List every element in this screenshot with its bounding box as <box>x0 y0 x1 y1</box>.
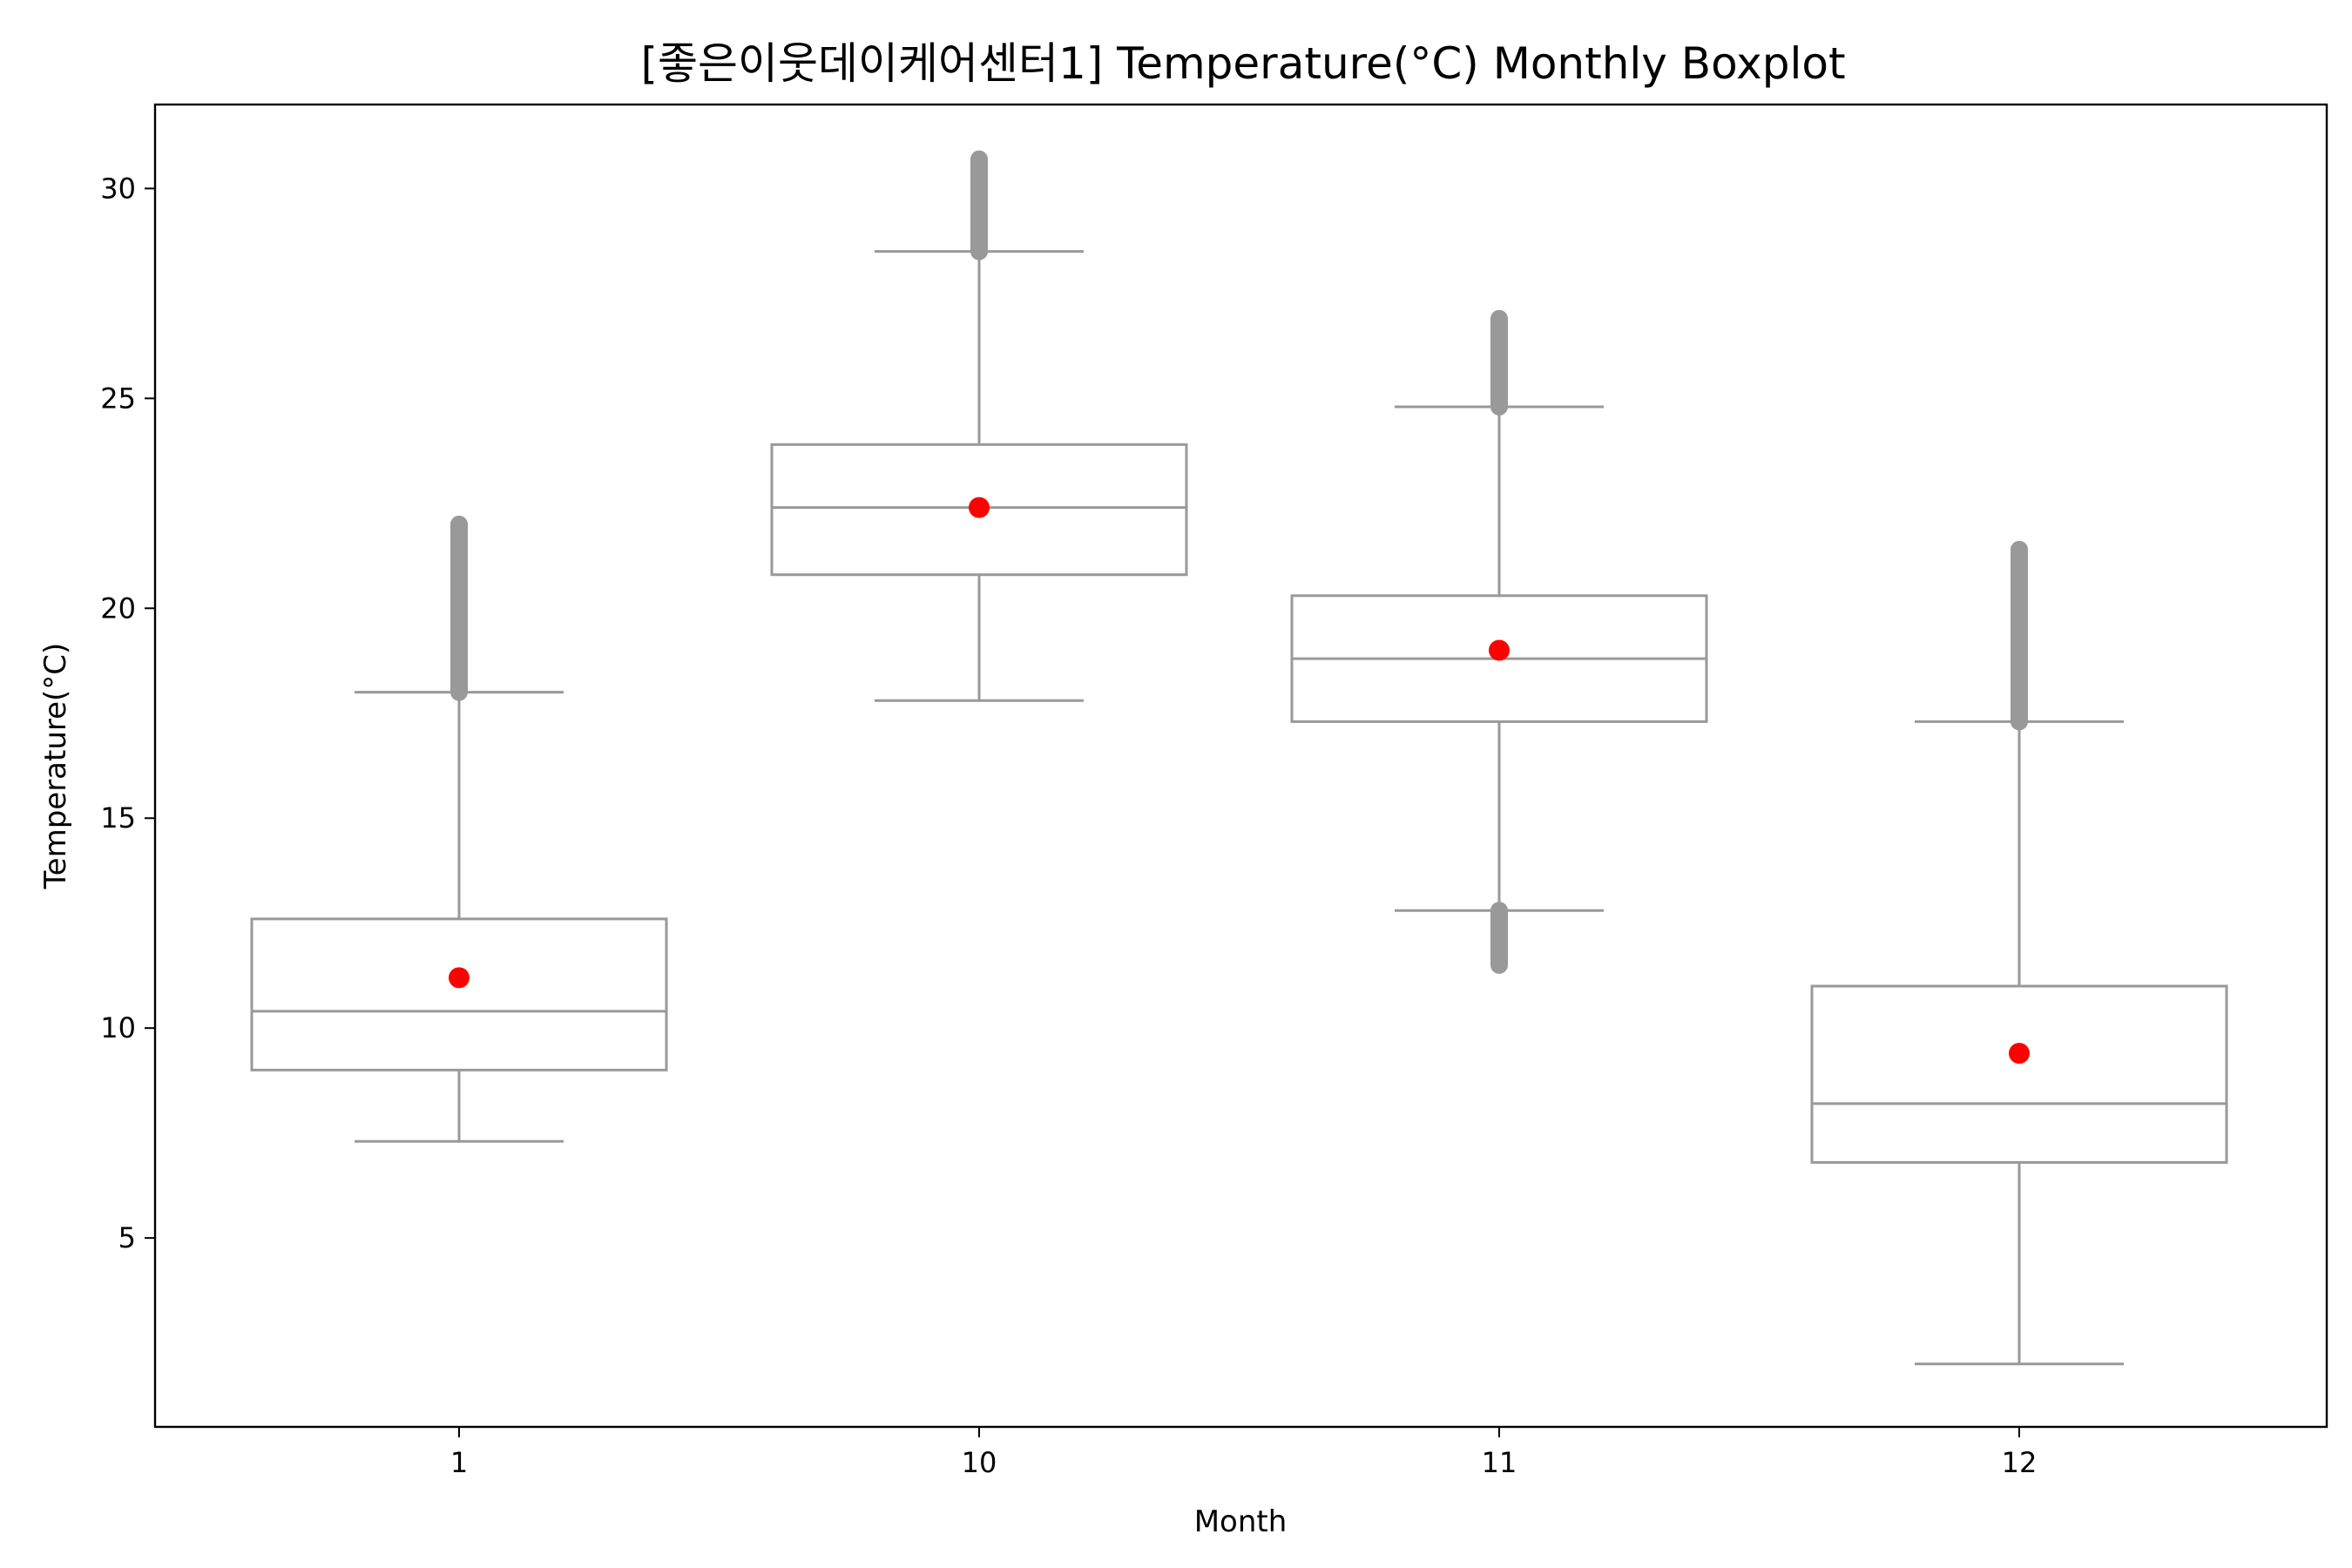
box-10 <box>770 443 1188 577</box>
plot-frame <box>153 103 2328 1429</box>
chart-title: [좋은이웃데이케어센터1] Temperature(°C) Monthly Bo… <box>640 38 1845 89</box>
y-tick-label-10: 10 <box>100 1011 136 1044</box>
box-1 <box>250 917 668 1071</box>
outliers-high-1 <box>450 515 468 701</box>
y-tick-label-20: 20 <box>100 591 136 625</box>
outliers-low-11 <box>1490 902 1508 974</box>
box-group-1 <box>250 515 668 1143</box>
mean-point-12 <box>2009 1043 2030 1064</box>
mean-point-1 <box>449 967 470 989</box>
box-group-11 <box>1290 309 1708 974</box>
outliers-high-10 <box>970 150 988 260</box>
box-group-10 <box>770 150 1188 702</box>
y-tick-label-25: 25 <box>100 382 136 415</box>
y-axis-label: Temperature(°C) <box>38 643 73 890</box>
x-tick-label-1: 1 <box>450 1446 468 1479</box>
x-tick-label-12: 12 <box>2002 1446 2038 1479</box>
mean-point-10 <box>969 497 990 518</box>
box-12 <box>1810 984 2228 1164</box>
y-tick-label-5: 5 <box>118 1221 136 1254</box>
axes: 1 10 11 12 5 10 15 20 25 30 <box>100 172 2037 1479</box>
outliers-high-12 <box>2011 540 2028 731</box>
outliers-high-11 <box>1490 309 1508 416</box>
x-tick-label-10: 10 <box>962 1446 997 1479</box>
box-group-12 <box>1810 540 2228 1366</box>
x-tick-label-11: 11 <box>1482 1446 1517 1479</box>
x-axis-label: Month <box>1194 1504 1288 1539</box>
y-tick-label-30: 30 <box>100 172 136 205</box>
mean-point-11 <box>1489 639 1510 661</box>
plot-area <box>250 150 2228 1366</box>
y-tick-label-15: 15 <box>100 801 136 835</box>
